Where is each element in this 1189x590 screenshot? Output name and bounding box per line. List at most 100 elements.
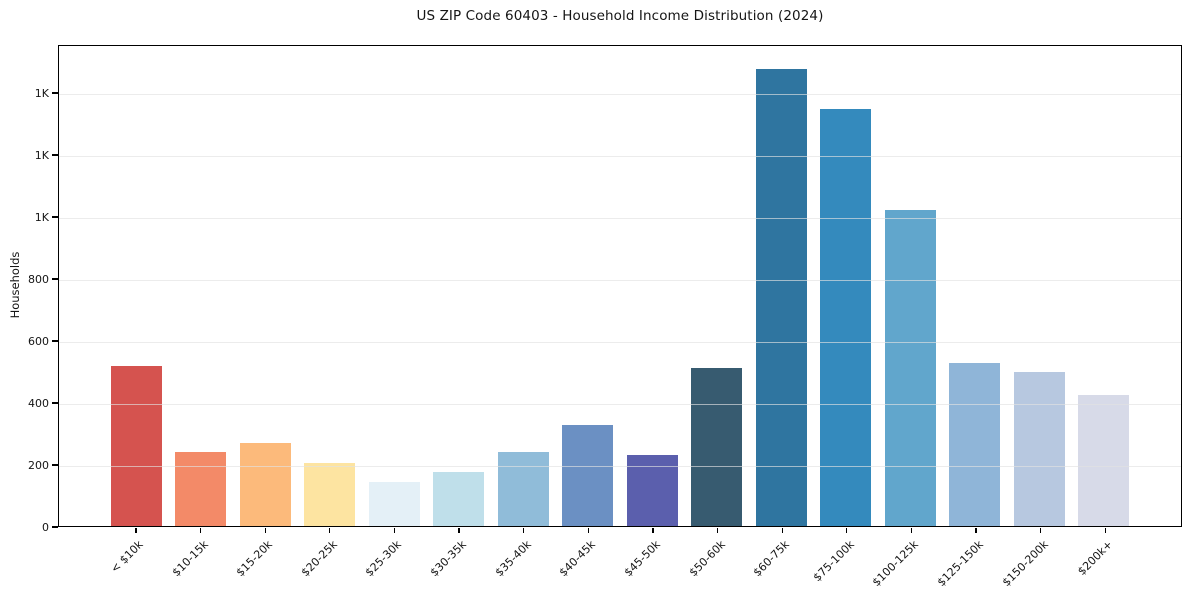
x-tick-label: $50-60k — [686, 537, 728, 580]
x-tick-mark — [975, 528, 977, 533]
x-slot: $35-40k — [491, 527, 556, 589]
x-tick-label: $200k+ — [1075, 537, 1116, 578]
x-tick-label: $30-35k — [427, 537, 470, 580]
x-slot: $125-150k — [935, 527, 1008, 589]
x-tick-mark — [781, 528, 783, 533]
x-slot: $45-50k — [620, 527, 685, 589]
chart-title: US ZIP Code 60403 - Household Income Dis… — [416, 8, 824, 24]
y-tick-mark — [52, 402, 58, 404]
bar-slot — [298, 46, 363, 526]
x-tick-label: $25-30k — [363, 537, 405, 580]
x-tick-label: $125-150k — [934, 537, 987, 590]
x-tick-mark — [587, 528, 589, 533]
x-tick-label: $35-40k — [492, 537, 534, 580]
bar-$100-125k — [884, 210, 936, 526]
bar-$45-50k — [626, 455, 678, 526]
y-tick-label: 1K — [34, 210, 49, 224]
plot-area — [58, 45, 1182, 527]
x-slot: $200k+ — [1072, 527, 1137, 589]
x-tick-mark — [1040, 528, 1042, 533]
x-slot: $30-35k — [426, 527, 491, 589]
x-tick-mark — [1104, 528, 1106, 533]
x-tick-label: $100-125k — [870, 537, 922, 590]
bar-slot — [556, 46, 621, 526]
y-tick-mark — [52, 278, 58, 280]
x-slot: $25-30k — [362, 527, 427, 589]
x-tick-label: $10-15k — [169, 537, 211, 580]
x-tick-label: $15-20k — [233, 537, 276, 580]
y-tick-label: 200 — [28, 458, 49, 472]
bar-$15-20k — [239, 443, 291, 526]
bar-$20-25k — [304, 463, 356, 526]
x-slot: $10-15k — [168, 527, 233, 589]
x-tick-mark — [329, 528, 331, 533]
y-tick-label: 0 — [42, 520, 49, 534]
bar-$200k+ — [1078, 395, 1130, 526]
bar-slot — [685, 46, 750, 526]
bar-slot — [362, 46, 427, 526]
y-tick-label: 1K — [34, 86, 49, 100]
bar-$75-100k — [820, 108, 872, 526]
bar-$10-15k — [175, 451, 227, 526]
x-tick-mark — [523, 528, 525, 533]
x-tick-label: $45-50k — [621, 537, 663, 580]
x-tick-mark — [199, 528, 202, 533]
x-slot: $100-125k — [870, 527, 944, 589]
bar-$40-45k — [562, 425, 614, 526]
x-slot: $50-60k — [685, 527, 750, 589]
x-tick-label: $20-25k — [298, 537, 340, 580]
bar-$25-30k — [368, 482, 420, 526]
x-slot: $20-25k — [297, 527, 362, 589]
x-tick-label: < $10k — [108, 537, 146, 576]
x-slot: $60-75k — [749, 527, 814, 589]
bar-$60-75k — [755, 68, 807, 526]
bar-$125-150k — [949, 362, 1001, 526]
bar-slot — [1007, 46, 1072, 526]
bar-slot — [1072, 46, 1137, 526]
x-tick-mark — [393, 528, 396, 533]
bar-slot — [620, 46, 685, 526]
y-axis: 0 200 400 600 800 1K 1K 1K — [0, 0, 58, 590]
y-tick-label: 400 — [28, 396, 49, 410]
bar-slot — [104, 46, 169, 526]
y-tick-mark — [52, 340, 58, 342]
bar-slot — [878, 46, 943, 526]
y-tick-mark — [52, 216, 58, 218]
bar-slot — [169, 46, 234, 526]
y-tick-label: 600 — [28, 334, 49, 348]
y-tick-mark — [52, 526, 58, 528]
bar-slot — [814, 46, 879, 526]
x-tick-mark — [458, 528, 460, 533]
bar-$150-200k — [1013, 371, 1065, 526]
x-tick-label: $40-45k — [557, 537, 599, 580]
bar-< $10k — [110, 365, 162, 526]
bar-slot — [233, 46, 298, 526]
x-tick-mark — [846, 528, 848, 533]
x-axis: < $10k $10-15k $15-20k $20-25k $25-30k $30-35… — [58, 527, 1182, 589]
x-slot: < $10k — [103, 527, 168, 589]
x-tick-label: $75-100k — [810, 537, 857, 585]
x-slot: $15-20k — [232, 527, 297, 589]
x-tick-label: $60-75k — [750, 537, 793, 580]
y-tick-mark — [52, 154, 58, 156]
x-slot: $150-200k — [1000, 527, 1073, 589]
y-tick-mark — [52, 92, 58, 94]
y-tick-label: 1K — [34, 148, 49, 162]
x-tick-mark — [135, 528, 137, 533]
y-tick-mark — [52, 464, 58, 466]
x-tick-mark — [910, 528, 913, 533]
bar-slot — [749, 46, 814, 526]
x-tick-label: $150-200k — [999, 537, 1051, 590]
bar-$30-35k — [433, 472, 485, 526]
bar-slot — [943, 46, 1008, 526]
x-slot: $40-45k — [555, 527, 620, 589]
bar-slot — [491, 46, 556, 526]
x-tick-mark — [652, 528, 654, 533]
x-tick-mark — [716, 528, 719, 533]
x-tick-mark — [264, 528, 266, 533]
bars-container — [59, 46, 1181, 526]
x-slot: $75-100k — [810, 527, 879, 589]
bar-slot — [427, 46, 492, 526]
bar-$35-40k — [497, 451, 549, 526]
